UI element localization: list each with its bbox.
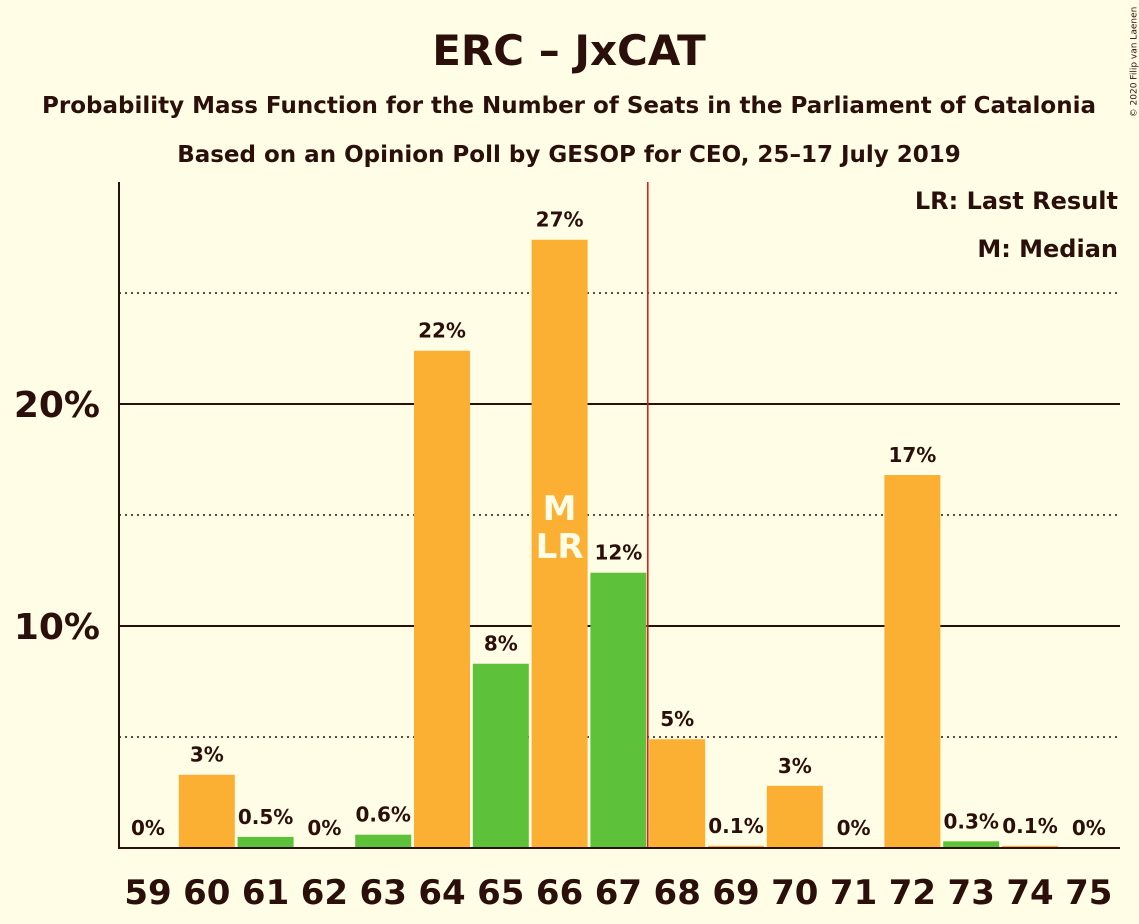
bar-72 [884,475,941,848]
x-tick-label-60: 60 [183,873,230,913]
value-label-59: 0% [131,816,165,840]
x-tick-label-71: 71 [830,873,877,913]
x-tick-label-63: 63 [360,873,407,913]
x-tick-label-75: 75 [1065,873,1112,913]
x-tick-label-64: 64 [418,873,465,913]
bar-74 [1002,845,1058,848]
bar-63 [355,834,412,848]
median-marker: M [543,489,577,529]
value-label-63: 0.6% [355,803,410,827]
value-labels: 0% 3% 0.5% 0% 0.6% 22% 8% 27% 12% 5% 0.1% 3% 0% 17% 0.… [131,208,1106,840]
bar-60 [178,774,235,848]
bar-73 [943,841,1000,848]
bar-70 [766,785,823,848]
bars [178,182,1058,849]
value-label-61: 0.5% [238,805,293,829]
bar-61 [237,836,294,848]
value-label-70: 3% [778,754,812,778]
value-label-64: 22% [418,319,466,343]
chart-title: ERC – JxCAT [432,26,706,75]
value-label-75: 0% [1072,816,1106,840]
x-tick-label-74: 74 [1006,873,1053,913]
value-label-67: 12% [594,541,642,565]
y-tick-label: 20% [14,385,100,426]
x-tick-label-61: 61 [242,873,289,913]
x-tick-labels: 59 60 61 62 63 64 65 66 67 68 69 70 71 72 73 74 75 [124,873,1112,913]
x-tick-label-72: 72 [889,873,936,913]
x-tick-label-66: 66 [536,873,583,913]
value-label-66: 27% [536,208,584,232]
chart-subtitle-2: Based on an Opinion Poll by GESOP for CE… [177,142,961,168]
bar-64 [414,350,470,848]
value-label-74: 0.1% [1002,814,1057,838]
y-tick-label: 10% [14,607,100,648]
x-tick-label-69: 69 [712,873,759,913]
value-label-65: 8% [484,632,518,656]
bar-69 [708,845,764,848]
legend-median: M: Median [977,235,1118,263]
bar-67 [590,572,647,848]
legend-last-result: LR: Last Result [915,187,1118,215]
value-label-62: 0% [307,816,341,840]
value-label-69: 0.1% [708,814,763,838]
value-label-72: 17% [888,443,936,467]
value-label-60: 3% [190,743,224,767]
value-label-73: 0.3% [943,809,998,833]
y-tick-labels: 10% 20% [14,385,100,648]
x-tick-label-62: 62 [301,873,348,913]
bar-66 [531,239,588,849]
x-tick-label-65: 65 [477,873,524,913]
x-tick-label-70: 70 [771,873,818,913]
x-tick-label-59: 59 [124,873,171,913]
value-label-71: 0% [837,816,871,840]
bar-68 [649,739,706,848]
x-tick-label-73: 73 [948,873,995,913]
copyright-notice: © 2020 Filip van Laenen [1130,7,1139,118]
x-tick-label-68: 68 [654,873,701,913]
value-label-68: 5% [660,707,694,731]
chart-subtitle: Probability Mass Function for the Number… [42,93,1096,119]
bar-65 [472,663,529,848]
last-result-marker: LR [536,527,584,567]
x-tick-label-67: 67 [595,873,642,913]
